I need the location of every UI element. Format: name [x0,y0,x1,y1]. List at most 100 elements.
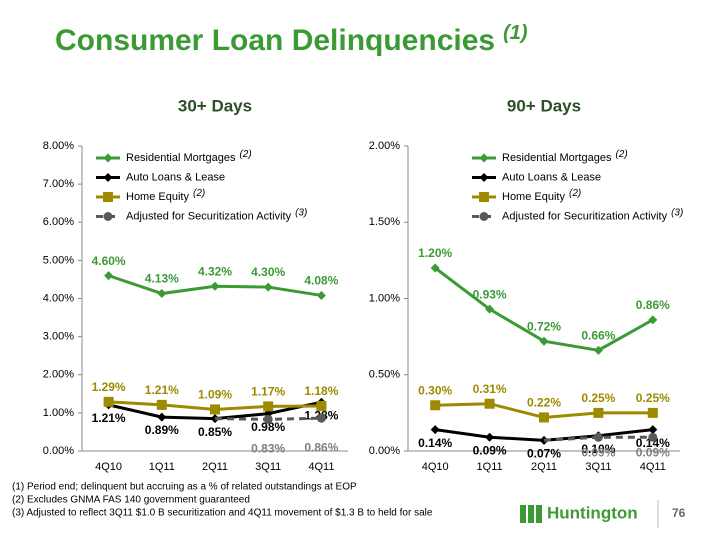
value-label: 0.09% [636,445,670,459]
legend-marker [479,192,489,202]
value-label: 1.18% [304,384,338,398]
value-label: 0.86% [304,440,338,454]
marker [156,399,167,410]
legend-note: (3) [671,207,683,218]
value-label: 0.98% [251,420,285,434]
legend-marker [103,192,113,202]
x-tick-label: 4Q11 [640,461,666,473]
footnote: (1) Period end; delinquent but accruing … [12,482,357,493]
marker [485,432,495,442]
legend-name: Residential Mortgages [126,152,236,164]
y-tick-label: 6.00% [43,216,74,228]
legend-marker [103,212,113,221]
value-label: 0.07% [527,446,561,460]
value-label: 0.31% [473,382,507,396]
marker [263,282,273,292]
y-tick-label: 8.00% [43,140,74,152]
legend-note: (2) [193,188,205,199]
y-tick-label: 0.00% [43,445,74,457]
value-label: 0.25% [636,391,670,405]
marker [316,290,326,300]
value-label: 1.21% [145,383,179,397]
marker [104,271,114,281]
legend-note: (3) [295,207,307,218]
y-tick-label: 2.00% [43,369,74,381]
value-label: 4.32% [198,264,232,278]
marker [157,289,167,299]
legend-name: Residential Mortgages [502,152,612,164]
y-tick-label: 1.00% [369,292,400,304]
marker [430,263,440,273]
legend-name: Adjusted for Securitization Activity [502,210,668,222]
x-tick-label: 3Q11 [585,461,611,473]
y-tick-label: 1.50% [369,216,400,228]
marker [157,412,167,422]
marker [430,425,440,435]
marker [648,315,658,325]
legend-marker [479,212,489,221]
value-label: 0.30% [418,383,452,397]
legend-marker [103,153,113,163]
x-tick-label: 4Q10 [422,461,449,473]
value-label: 0.89% [145,423,179,437]
value-label: 0.22% [527,396,561,410]
marker [539,336,549,346]
title-text: Consumer Loan Delinquencies [55,24,495,57]
marker [316,413,326,423]
value-label: 0.66% [581,329,615,343]
x-tick-label: 1Q11 [477,461,503,473]
legend-marker [103,212,113,221]
legend-marker [103,173,113,182]
marker [485,304,495,314]
legend-note: (2) [615,149,627,160]
x-tick-label: 4Q10 [95,461,122,473]
legend-entry: Home Equity (2) [502,188,581,203]
value-label: 0.09% [473,443,507,457]
legend-marker [103,153,113,163]
legend-name: Home Equity [126,191,189,203]
legend-marker [103,192,113,202]
y-tick-label: 2.00% [369,140,400,152]
legend-entry: Auto Loans & Lease [502,171,601,183]
logo-icon [520,505,542,523]
logo: Huntington [547,503,638,522]
marker [593,407,604,418]
chart-title: 30+ Days [178,96,252,115]
y-tick-label: 5.00% [43,254,74,266]
legend-marker [479,153,489,163]
legend-entry: Residential Mortgages (2) [502,149,628,164]
legend-name: Adjusted for Securitization Activity [126,210,292,222]
marker [210,281,220,291]
marker [593,345,603,355]
y-tick-label: 7.00% [43,178,74,190]
marker [103,396,114,407]
value-label: 0.14% [636,436,670,450]
value-label: 0.85% [198,425,232,439]
marker [210,404,220,415]
x-tick-label: 2Q11 [531,461,557,473]
legend-marker [103,173,113,182]
x-tick-label: 1Q11 [149,461,175,473]
x-tick-label: 3Q11 [255,461,281,473]
value-label: 0.72% [527,319,561,333]
legend-marker [479,192,489,202]
legend-entry: Home Equity (2) [126,188,205,203]
footnote: (3) Adjusted to reflect 3Q11 $1.0 B secu… [12,508,433,519]
value-label: 0.10% [581,442,615,456]
y-tick-label: 0.00% [369,445,400,457]
value-label: 1.20% [418,246,452,260]
y-tick-label: 0.50% [369,369,400,381]
marker [430,400,441,411]
marker [484,398,495,409]
footnote: (2) Excludes GNMA FAS 140 government gua… [12,495,250,506]
value-label: 0.86% [636,298,670,312]
legend-marker [479,173,489,182]
marker [593,432,603,442]
legend-note: (2) [569,188,581,199]
legend-entry: Residential Mortgages (2) [126,149,252,164]
series: 4.60% 4.13% 4.32% 4.30% 4.08% [92,254,339,300]
title-note: (1) [503,22,528,44]
chart-title: 90+ Days [507,96,581,115]
value-label: 0.09% [581,445,615,459]
